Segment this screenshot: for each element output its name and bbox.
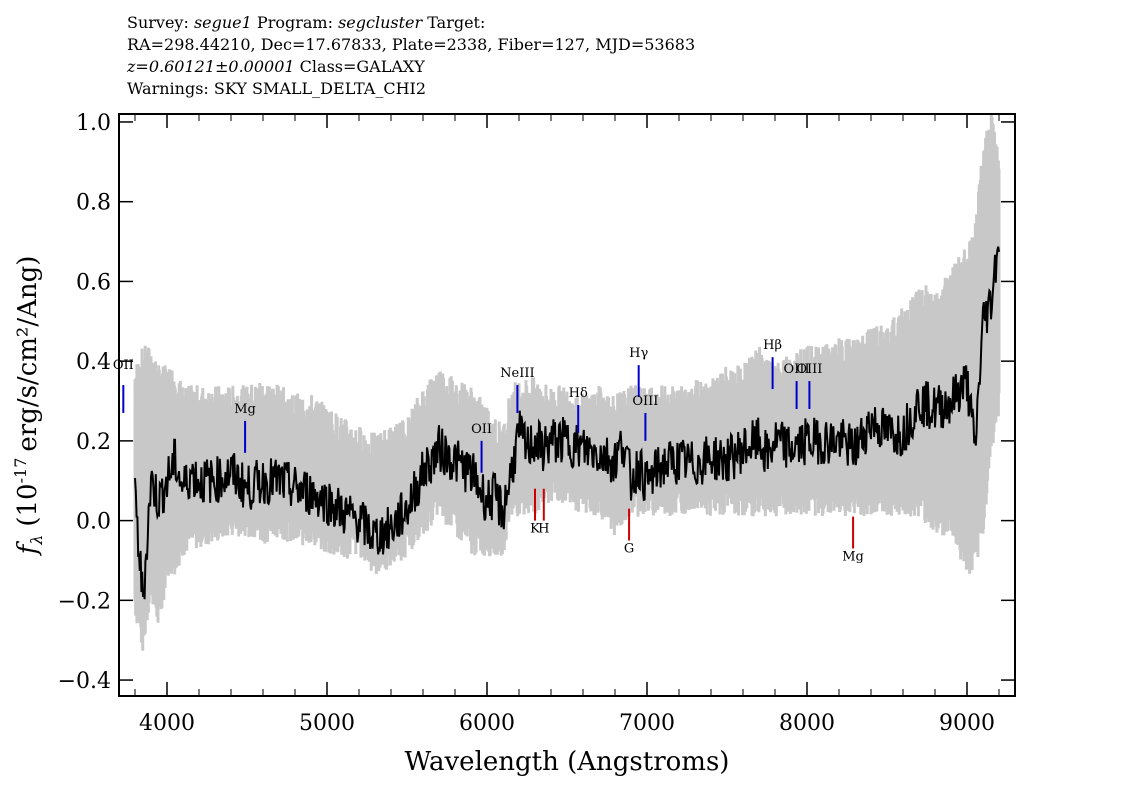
error-band <box>133 114 1001 651</box>
y-tick-label: 0.0 <box>76 510 111 535</box>
x-tick-label: 8000 <box>779 711 835 736</box>
x-tick-label: 9000 <box>939 711 995 736</box>
survey-value: segue1 <box>193 13 252 32</box>
y-tick-label: 1.0 <box>76 111 111 136</box>
y-axis-units: erg/s/cm²/Ang) <box>13 256 43 452</box>
emission-oii-label: OII <box>471 422 492 437</box>
y-tick-label: 0.8 <box>76 191 111 216</box>
x-axis-title: Wavelength (Angstroms) <box>405 747 730 777</box>
emission-oiii-label: OIII <box>632 394 658 409</box>
emission-oii-label: OII <box>113 358 134 373</box>
y-tick-label: 0.2 <box>76 430 111 455</box>
absorption-mg-label: Mg <box>842 549 864 564</box>
y-tick-label: 0.4 <box>76 350 111 375</box>
emission-mg-label: Mg <box>234 402 256 417</box>
target-label: Target: <box>427 13 486 32</box>
y-axis-title: fλ(10-17erg/s/cm²/Ang) <box>11 256 46 557</box>
y-axis-subscript: λ <box>27 535 46 546</box>
flux-line <box>134 246 1000 600</box>
header-line-3: z=0.60121±0.00001 Class=GALAXY <box>127 56 695 78</box>
class-value: Class=GALAXY <box>299 57 425 76</box>
y-tick-label: −0.2 <box>58 589 111 614</box>
emission-neiii-label: NeIII <box>500 366 534 381</box>
flux-layer <box>134 246 1000 600</box>
y-tick-label: 0.6 <box>76 270 111 295</box>
emission-oiii-label: OIII <box>784 362 810 377</box>
x-tick-label: 7000 <box>619 711 675 736</box>
header-line-2: RA=298.44210, Dec=17.67833, Plate=2338, … <box>127 35 696 54</box>
y-tick-label: −0.4 <box>58 669 111 694</box>
error-band-layer <box>133 114 1001 651</box>
header-line-4: Warnings: SKY SMALL_DELTA_CHI2 <box>127 79 427 98</box>
emission-h-label: Hδ <box>569 386 588 401</box>
header-line-1: Survey: segue1 Program: segcluster Targe… <box>127 12 695 34</box>
ticks-layer: 4000 5000 6000 7000 8000 9000 −0.4 −0.2 0.0 0.2 0.… <box>58 111 1015 736</box>
x-tick-label: 5000 <box>299 711 355 736</box>
absorption-k-label: K <box>530 522 540 537</box>
spectrum-header: Survey: segue1 Program: segcluster Targe… <box>127 12 695 100</box>
emission-oiii-label: OIII <box>796 362 822 377</box>
y-axis-prefix: (10 <box>13 483 43 526</box>
absorption-g-label: G <box>624 541 634 556</box>
program-value: segcluster <box>338 13 423 32</box>
program-label: Program: <box>256 13 333 32</box>
absorption-h-label: H <box>538 522 549 537</box>
plot-frame <box>118 113 1016 697</box>
x-tick-label: 6000 <box>459 711 515 736</box>
x-tick-label: 4000 <box>139 711 195 736</box>
redshift-value: z=0.60121±0.00001 <box>127 57 295 76</box>
emission-h-label: Hγ <box>629 346 648 361</box>
y-axis-exponent: -17 <box>11 458 30 484</box>
survey-label: Survey: <box>127 13 189 32</box>
emission-h-label: Hβ <box>763 338 782 353</box>
